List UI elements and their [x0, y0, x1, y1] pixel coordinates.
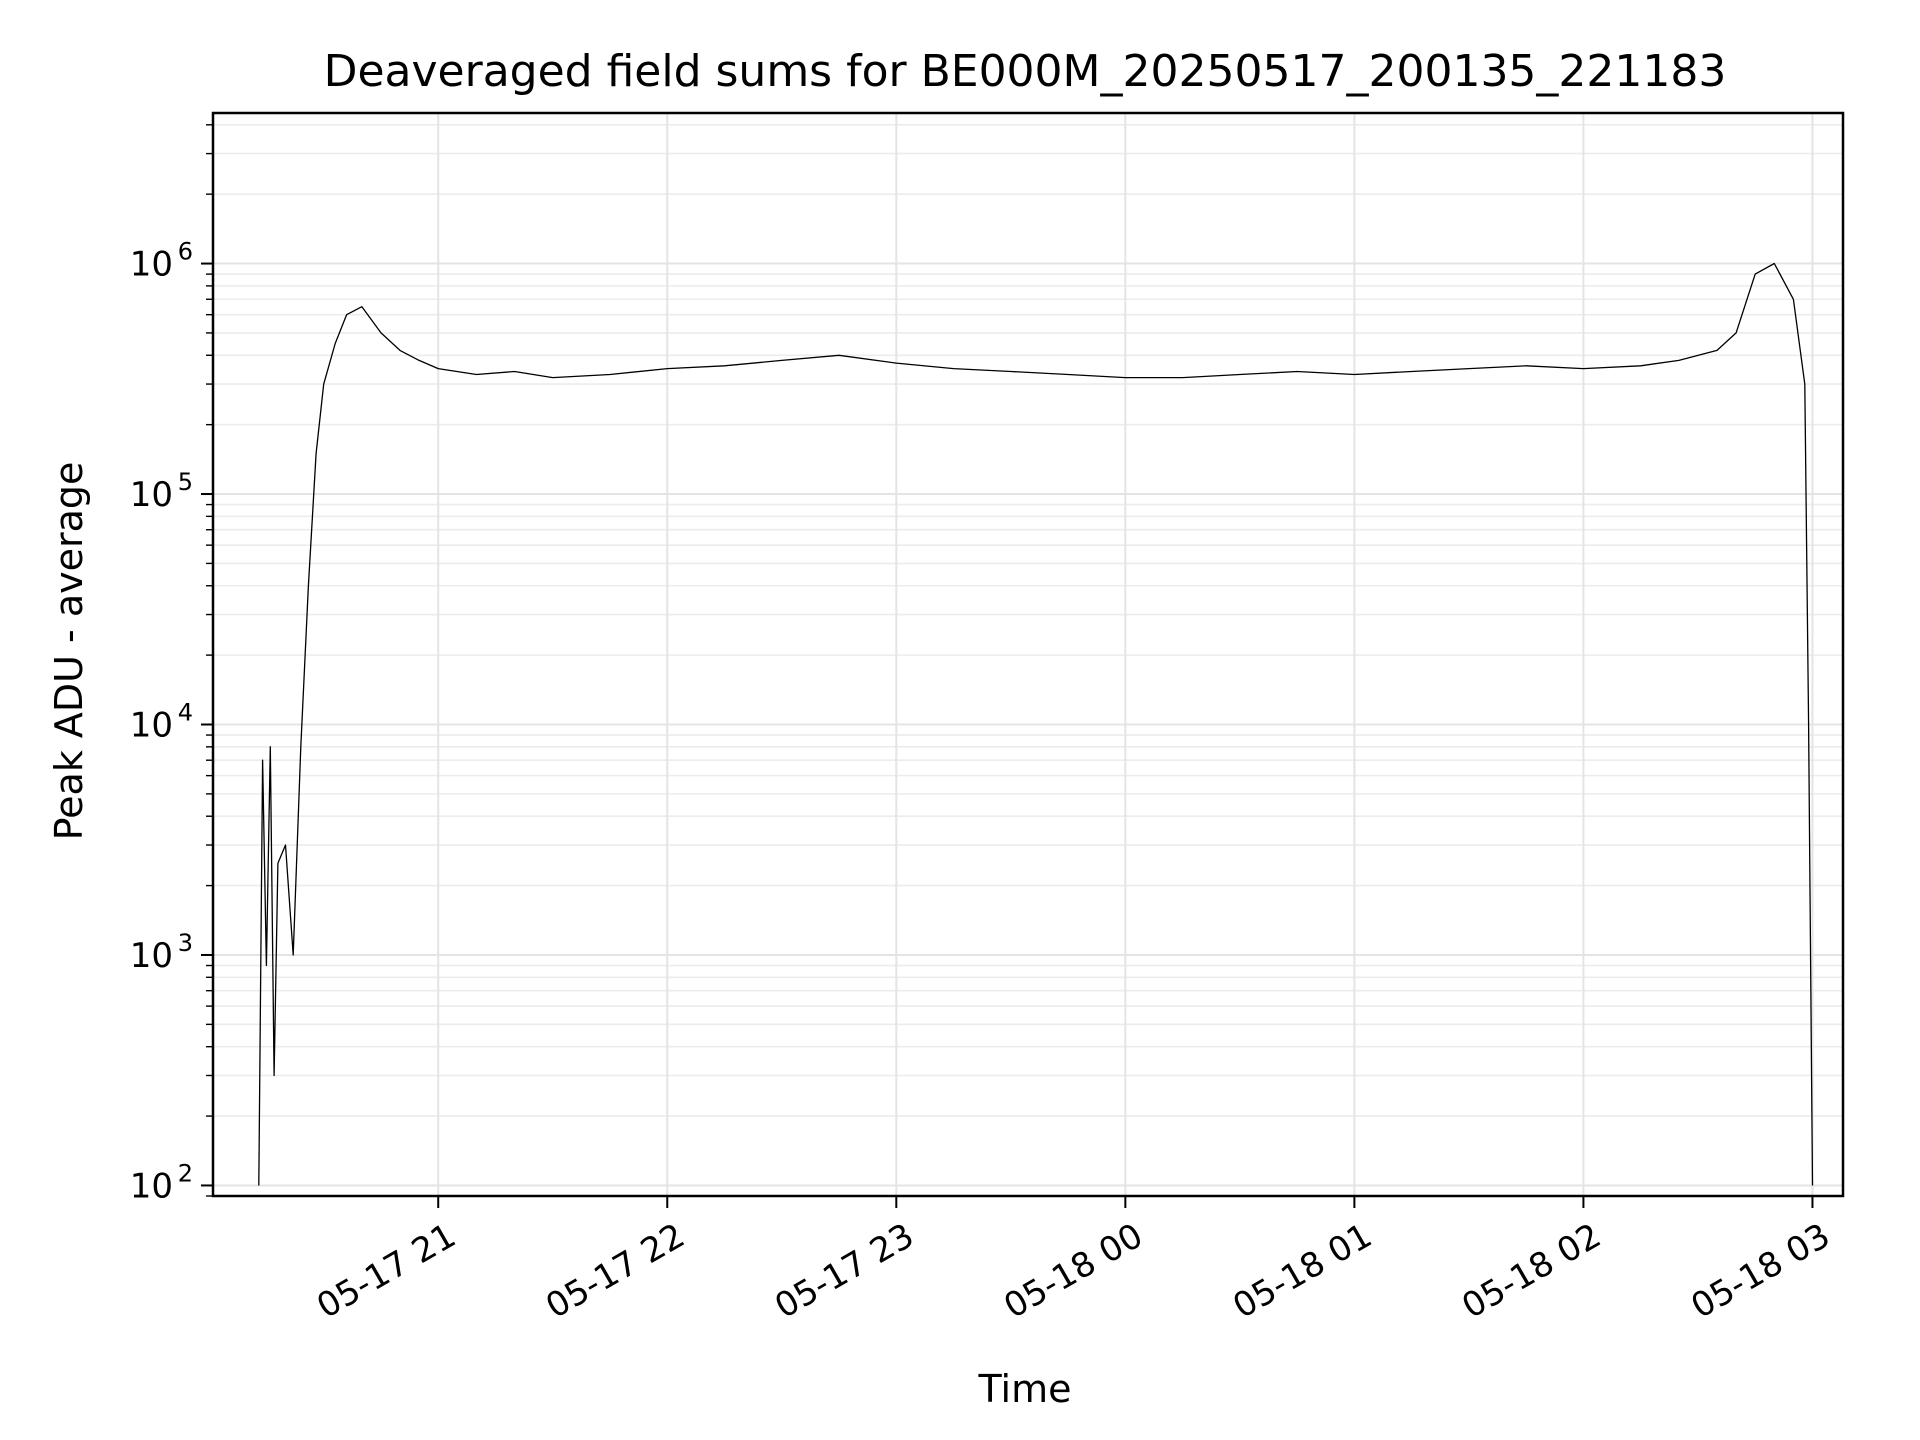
major-gridlines	[213, 113, 1843, 1196]
y-axis-label: Peak ADU - average	[47, 462, 91, 841]
series-line-0	[258, 262, 1814, 1186]
y-tick-label: 10	[130, 936, 173, 976]
x-axis-label: Time	[978, 1367, 1072, 1411]
minor-gridlines	[213, 123, 1843, 1197]
y-tick-label: 10	[130, 245, 173, 285]
y-tick-label: 10	[130, 475, 173, 515]
y-tick-exponent: 6	[178, 238, 193, 266]
y-tick-exponent: 3	[178, 929, 193, 957]
y-tick-exponent: 2	[178, 1159, 193, 1187]
series-layer	[258, 262, 1814, 1186]
y-tick-exponent: 5	[178, 468, 193, 496]
y-tick-exponent: 4	[178, 699, 193, 727]
chart-title: Deaveraged field sums for BE000M_2025051…	[324, 46, 1727, 97]
y-tick-label: 10	[130, 706, 173, 746]
y-tick-label: 10	[130, 1166, 173, 1206]
